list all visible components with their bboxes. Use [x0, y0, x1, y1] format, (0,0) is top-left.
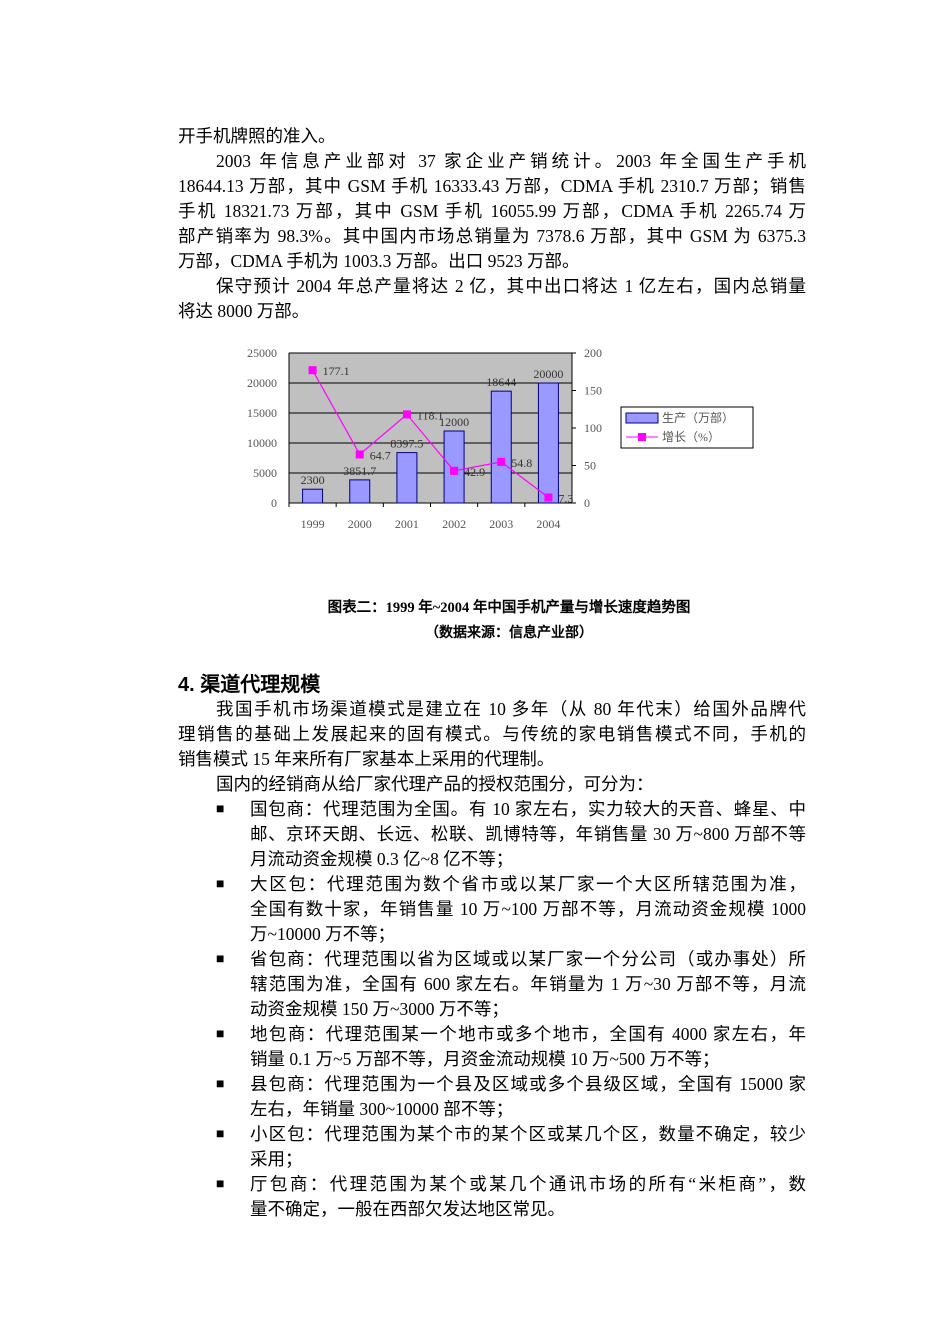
left-axis-tick-label: 0	[271, 496, 277, 510]
x-axis-tick-label: 2004	[536, 517, 560, 531]
bullet-icon: ■	[216, 952, 225, 967]
bar-data-label: 2300	[301, 473, 325, 487]
bullet-item-line: 厅包商：代理范围为某个或某几个通讯市场的所有“米柜商”，数	[250, 1174, 806, 1194]
bar-2004	[537, 382, 559, 504]
x-axis-tick-label: 1999	[301, 517, 325, 531]
bar-2000	[349, 479, 371, 504]
bar-1999	[302, 488, 324, 504]
right-axis-tick-label: 200	[584, 346, 602, 360]
bar-data-label: 3851.7	[343, 464, 376, 478]
chart-caption-source: （数据来源：信息产业部）	[425, 626, 593, 641]
paragraph-line: 部产销率为 98.3%。其中国内市场总销量为 7378.6 万部，其中 GSM …	[178, 226, 806, 246]
bullet-item-line: 地包商：代理范围某一个地市或多个地市，全国有 4000 家左右，年	[250, 1024, 806, 1044]
bullet-icon: ■	[216, 1077, 225, 1092]
bar-data-label: 20000	[533, 367, 563, 381]
right-axis-tick-label: 100	[584, 421, 602, 435]
growth-point-2004	[544, 493, 553, 502]
growth-point-2001	[402, 410, 411, 419]
paragraph-line: 保守预计 2004 年总产量将达 2 亿，其中出口将达 1 亿左右，国内总销量	[216, 276, 806, 296]
x-axis-tick-label: 2003	[489, 517, 513, 531]
bullet-icon: ■	[216, 1027, 225, 1042]
paragraph-line: 2003 年信息产业部对 37 家企业产销统计。2003 年全国生产手机	[216, 151, 806, 171]
chart-caption-title: 图表二：1999 年~2004 年中国手机产量与增长速度趋势图	[327, 600, 691, 616]
bullet-item-line: 辖范围为准，全国有 600 家左右。年销量为 1 万~30 万部不等，月流	[250, 974, 806, 994]
bar-data-label: 18644	[486, 375, 516, 389]
right-axis-tick-label: 50	[584, 459, 596, 473]
left-axis-tick-label: 15000	[247, 406, 277, 420]
x-axis-tick-label: 2002	[442, 517, 466, 531]
legend-label-production: 生产（万部）	[662, 410, 734, 425]
legend-bar-swatch	[625, 412, 659, 424]
paragraph-line: 销售模式 15 年来所有厂家基本上采用的代理制。	[178, 749, 555, 769]
bar-data-label: 8397.5	[390, 437, 423, 451]
paragraph-line: 国内的经销商从给厂家代理产品的授权范围分，可分为：	[216, 774, 654, 794]
bullet-icon: ■	[216, 1127, 225, 1142]
paragraph-line: 18644.13 万部，其中 GSM 手机 16333.43 万部，CDMA 手…	[178, 176, 806, 196]
bullet-item-line: 采用；	[250, 1149, 303, 1169]
bullet-item-line: 小区包：代理范围为某个市的某个区或某几个区，数量不确定，较少	[250, 1124, 806, 1144]
bar-2001	[396, 452, 418, 504]
section-heading: 4. 渠道代理规模	[178, 674, 321, 696]
growth-data-label: 54.8	[511, 456, 532, 470]
paragraph-line: 理销售的基础上发展起来的固有模式。与传统的家电销售模式不同，手机的	[178, 724, 806, 744]
growth-point-2002	[450, 466, 459, 475]
bar-2003	[490, 390, 512, 504]
bullet-item-line: 万~10000 万不等；	[250, 924, 396, 944]
bar-data-label: 12000	[439, 415, 469, 429]
paragraph-line: 开手机牌照的准入。	[178, 126, 336, 146]
production-growth-chart: 0 5000 10000 15000 20000 25000 0 50 100 150 200 199…	[247, 346, 754, 531]
right-axis-tick-label: 0	[584, 496, 590, 510]
bullet-item-line: 动资金规模 150 万~3000 万不等；	[250, 999, 509, 1019]
left-axis-tick-label: 20000	[247, 376, 277, 390]
paragraph-line: 将达 8000 万部。	[178, 301, 310, 321]
bullet-item-line: 月流动资金规模 0.3 亿~8 亿不等；	[250, 849, 514, 869]
left-axis-tick-label: 5000	[253, 466, 277, 480]
growth-data-label: 118.1	[417, 408, 444, 422]
bullet-item-line: 左右，年销量 300~10000 部不等；	[250, 1099, 514, 1119]
bullet-item-line: 大区包：代理范围为数个省市或以某厂家一个大区所辖范围为准，	[250, 874, 806, 894]
x-axis-tick-label: 2001	[395, 517, 419, 531]
x-axis-tick-label: 2000	[348, 517, 372, 531]
plot-area	[288, 352, 573, 504]
bullet-item-line: 量不确定，一般在西部欠发达地区常见。	[250, 1199, 565, 1219]
legend-label-growth: 增长（%）	[662, 430, 720, 444]
left-axis-tick-label: 25000	[247, 346, 277, 360]
bullet-item-line: 邮、京环天朗、长远、松联、凯博特等，年销售量 30 万~800 万部不等	[250, 824, 806, 844]
bullet-item-line: 省包商：代理范围以省为区域或以某厂家一个分公司（或办事处）所	[250, 949, 806, 969]
bullet-icon: ■	[216, 877, 225, 892]
growth-point-2000	[355, 450, 364, 459]
growth-data-label: 64.7	[370, 448, 391, 462]
growth-point-1999	[308, 366, 317, 375]
paragraph-line: 手机 18321.73 万部，其中 GSM 手机 16055.99 万部，CDM…	[178, 201, 806, 221]
left-axis-tick-label: 10000	[247, 436, 277, 450]
growth-data-label: 42.9	[464, 465, 485, 479]
growth-line	[312, 369, 549, 499]
right-axis-tick-label: 150	[584, 384, 602, 398]
bullet-item-line: 国包商：代理范围为全国。有 10 家左右，实力较大的天音、蜂星、中	[250, 799, 806, 819]
bullet-item-line: 县包商：代理范围为一个县及区域或多个县级区域，全国有 15000 家	[250, 1074, 806, 1094]
paragraph-line: 万部，CDMA 手机为 1003.3 万部。出口 9523 万部。	[178, 251, 580, 271]
growth-data-label: 7.3	[558, 492, 573, 506]
paragraph-line: 我国手机市场渠道模式是建立在 10 多年（从 80 年代末）给国外品牌代	[216, 699, 806, 719]
legend-marker-swatch	[638, 433, 646, 441]
bullet-item-line: 全国有数十家，年销售量 10 万~100 万部不等，月流动资金规模 1000	[250, 899, 806, 919]
growth-data-label: 177.1	[323, 364, 350, 378]
bullet-item-line: 销量 0.1 万~5 万部不等，月资金流动规模 10 万~500 万不等；	[250, 1049, 720, 1069]
bullet-icon: ■	[216, 802, 225, 817]
growth-point-2003	[497, 457, 506, 466]
bullet-icon: ■	[216, 1177, 225, 1192]
